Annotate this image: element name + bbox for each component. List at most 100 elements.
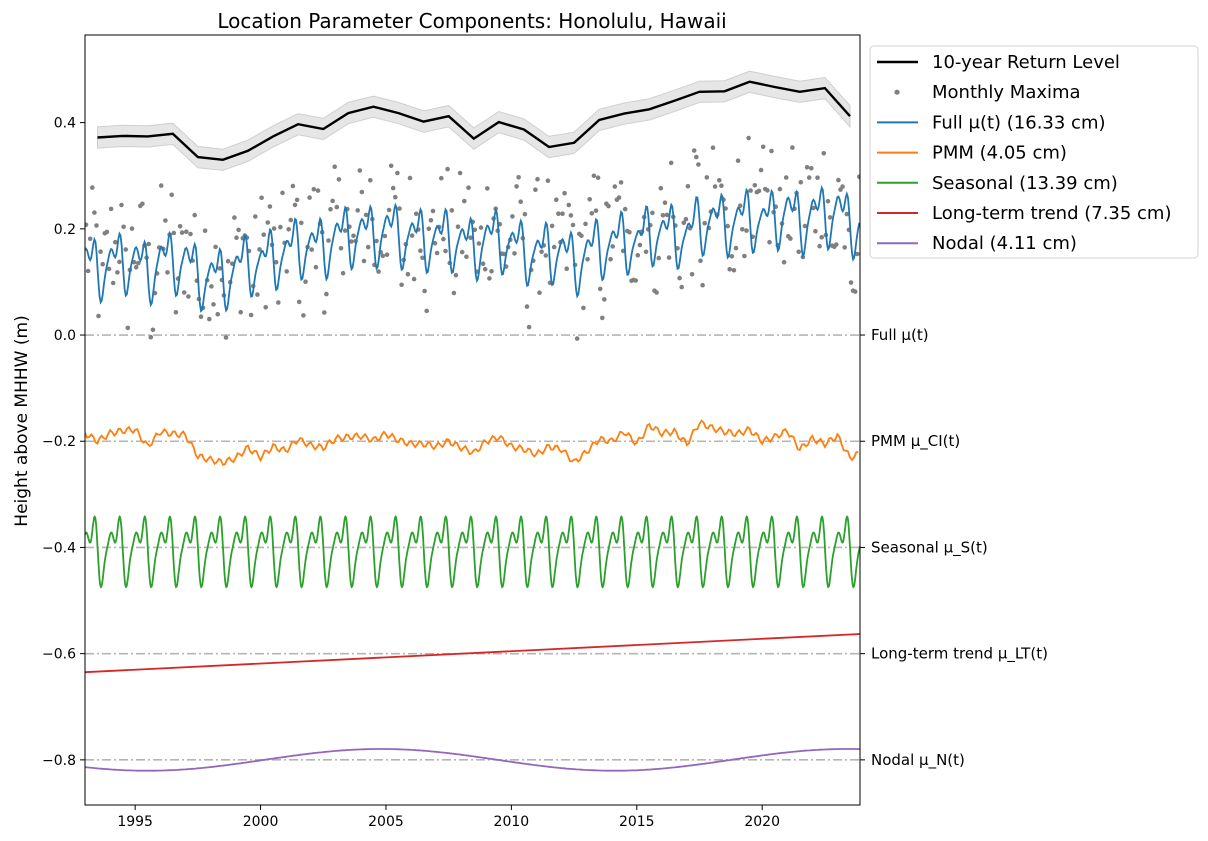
monthly-maxima-point: [100, 261, 105, 267]
monthly-maxima-point: [589, 211, 595, 216]
monthly-maxima-point: [303, 279, 308, 285]
monthly-maxima-point: [462, 198, 467, 204]
monthly-maxima-point: [273, 259, 279, 265]
monthly-maxima-point: [788, 236, 793, 241]
monthly-maxima-point: [133, 264, 139, 270]
monthly-maxima-point: [451, 290, 457, 296]
monthly-maxima-point: [689, 272, 695, 277]
monthly-maxima-point: [382, 233, 388, 239]
monthly-maxima-point: [727, 267, 732, 272]
monthly-maxima-point: [836, 177, 841, 183]
reference-lines-layer: [85, 334, 860, 761]
legend-entry-label: Monthly Maxima: [932, 82, 1081, 103]
monthly-maxima-point: [802, 223, 808, 229]
monthly-maxima-point: [654, 290, 659, 295]
monthly-maxima-point: [338, 246, 344, 251]
monthly-maxima-point: [556, 211, 561, 216]
monthly-maxima-point: [606, 203, 611, 209]
monthly-maxima-point: [455, 224, 461, 229]
monthly-maxima-point: [748, 188, 753, 193]
monthly-maxima-point: [263, 305, 269, 310]
monthly-maxima-point: [817, 243, 822, 249]
monthly-maxima-point: [591, 173, 597, 179]
monthly-maxima-point: [165, 270, 170, 275]
monthly-maxima-point: [834, 242, 839, 247]
monthly-maxima-point: [171, 230, 177, 236]
monthly-maxima-point: [798, 180, 804, 185]
monthly-maxima-point: [844, 211, 850, 217]
monthly-maxima-point: [710, 145, 716, 150]
axes-layer: 1995 2000 2005 2010 2015 2020 0.4 0.2 0.0 −0.2 −0.…: [42, 116, 780, 830]
monthly-maxima-point: [388, 163, 394, 169]
monthly-maxima-point: [108, 206, 114, 212]
monthly-maxima-point: [173, 310, 179, 315]
monthly-maxima-point: [819, 235, 824, 240]
monthly-maxima-point: [516, 175, 521, 180]
monthly-maxima-point: [633, 278, 638, 283]
monthly-maxima-point: [96, 313, 101, 319]
monthly-maxima-point: [476, 241, 482, 246]
monthly-maxima-point: [257, 247, 262, 252]
monthly-maxima-point: [472, 227, 478, 233]
monthly-maxima-point: [700, 282, 705, 288]
monthly-maxima-point: [177, 224, 183, 229]
monthly-maxima-point: [658, 185, 664, 191]
monthly-maxima-point: [424, 308, 430, 314]
monthly-maxima-point: [733, 245, 739, 251]
legend-entry-label: PMM (4.05 cm): [932, 143, 1067, 164]
monthly-maxima-point: [781, 259, 787, 265]
monthly-maxima-point: [271, 226, 277, 231]
monthly-maxima-point: [376, 269, 381, 274]
monthly-maxima-point: [539, 249, 544, 255]
y-axis-label: Height above MHHW (m): [12, 315, 32, 526]
monthly-maxima-point: [90, 185, 95, 190]
monthly-maxima-point: [87, 236, 93, 242]
monthly-maxima-point: [238, 309, 243, 315]
monthly-maxima-point: [769, 148, 774, 154]
monthly-maxima-point: [560, 211, 565, 216]
monthly-maxima-point: [443, 248, 448, 254]
monthly-maxima-point: [129, 226, 135, 231]
monthly-maxima-point: [309, 247, 315, 252]
monthly-maxima-point: [457, 170, 463, 176]
monthly-maxima-point: [581, 305, 586, 311]
y-tick-label: −0.2: [42, 434, 76, 450]
y-tick-label: 0.4: [54, 116, 76, 132]
monthly-maxima-point: [232, 215, 237, 220]
monthly-maxima-point: [668, 160, 674, 166]
monthly-maxima-point: [545, 178, 551, 183]
monthly-maxima-point: [809, 166, 814, 171]
monthly-maxima-point: [535, 176, 540, 182]
monthly-maxima-point: [368, 178, 373, 183]
monthly-maxima-point: [411, 276, 417, 282]
monthly-maxima-point: [813, 228, 818, 234]
monthly-maxima-point: [585, 257, 590, 262]
monthly-maxima-point: [518, 199, 523, 204]
monthly-maxima-point: [487, 276, 492, 281]
monthly-maxima-point: [854, 251, 860, 257]
monthly-maxima-point: [752, 183, 758, 188]
monthly-maxima-point: [301, 313, 306, 318]
monthly-maxima-point: [85, 222, 89, 228]
monthly-maxima-point: [737, 203, 743, 208]
monthly-maxima-point: [717, 178, 722, 183]
monthly-maxima-point: [618, 180, 624, 185]
monthly-maxima-point: [702, 220, 707, 226]
monthly-maxima-point: [587, 197, 592, 202]
monthly-maxima-point: [660, 213, 666, 218]
monthly-maxima-point: [215, 311, 220, 317]
monthly-maxima-point: [464, 254, 469, 260]
series-layer: [85, 70, 860, 772]
monthly-maxima-point: [522, 211, 528, 217]
monthly-maxima-point: [627, 229, 632, 235]
x-tick-label: 2000: [243, 814, 279, 830]
monthly-maxima-point: [524, 304, 530, 309]
monthly-maxima-point: [612, 184, 618, 189]
monthly-maxima-point: [106, 266, 112, 272]
monthly-maxima-point: [332, 164, 338, 169]
monthly-maxima-point: [681, 220, 687, 226]
monthly-maxima-point: [386, 207, 392, 213]
y-tick-label: −0.6: [42, 647, 76, 663]
monthly-maxima-point: [685, 184, 691, 189]
monthly-maxima-point: [677, 275, 682, 281]
